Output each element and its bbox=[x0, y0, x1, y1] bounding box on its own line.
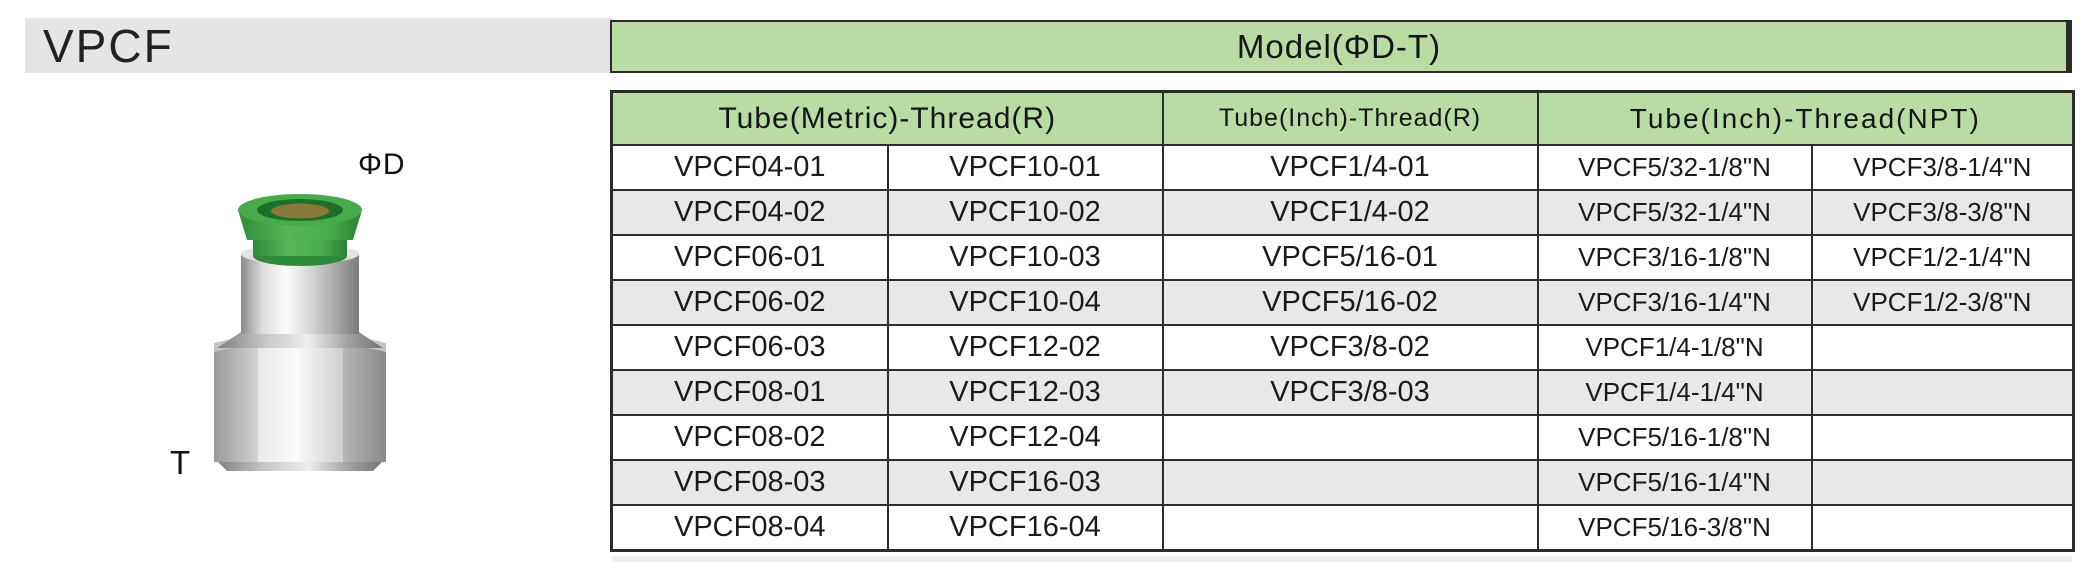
model-cell: VPCF1/2-3/8"N bbox=[1810, 279, 2075, 326]
model-cell bbox=[1161, 504, 1539, 552]
model-cell: VPCF16-04 bbox=[886, 504, 1164, 552]
model-cell: VPCF5/16-3/8"N bbox=[1536, 504, 1813, 552]
table-row: VPCF06-02 VPCF10-04 VPCF5/16-02 VPCF3/16-1/… bbox=[610, 279, 2075, 326]
model-cell: VPCF3/16-1/8"N bbox=[1536, 234, 1813, 281]
model-cell: VPCF06-03 bbox=[610, 324, 889, 371]
model-header-bar: Model(ΦD-T) bbox=[610, 20, 2072, 73]
model-cell: VPCF08-03 bbox=[610, 459, 889, 506]
table-row: VPCF08-04 VPCF16-04 VPCF5/16-3/8"N bbox=[610, 504, 2075, 552]
model-cell: VPCF1/4-01 bbox=[1161, 144, 1539, 191]
model-cell: VPCF08-01 bbox=[610, 369, 889, 416]
body-flare bbox=[217, 332, 383, 348]
column-header-inch-r: Tube(Inch)-Thread(R) bbox=[1161, 90, 1539, 146]
model-cell: VPCF5/16-1/4"N bbox=[1536, 459, 1813, 506]
hex-nut-left-facet bbox=[214, 348, 258, 462]
table-row: VPCF06-01 VPCF10-03 VPCF5/16-01 VPCF3/16-1/… bbox=[610, 234, 2075, 281]
model-cell: VPCF3/8-02 bbox=[1161, 324, 1539, 371]
model-cell: VPCF08-04 bbox=[610, 504, 889, 552]
model-cell: VPCF5/16-01 bbox=[1161, 234, 1539, 281]
model-cell: VPCF5/32-1/4"N bbox=[1536, 189, 1813, 236]
product-photo-vpcf-fitting bbox=[214, 194, 386, 471]
model-cell: VPCF08-02 bbox=[610, 414, 889, 461]
fitting-body bbox=[241, 254, 359, 334]
table-header-row: Tube(Metric)-Thread(R) Tube(Inch)-Thread… bbox=[610, 90, 2075, 146]
model-cell: VPCF10-03 bbox=[886, 234, 1164, 281]
hex-nut-bottom-bevel bbox=[216, 460, 384, 471]
column-header-metric-r: Tube(Metric)-Thread(R) bbox=[610, 90, 1164, 146]
table-row: VPCF08-01 VPCF12-03 VPCF3/8-03 VPCF1/4-1/4"… bbox=[610, 369, 2075, 416]
column-header-inch-npt: Tube(Inch)-Thread(NPT) bbox=[1536, 90, 2075, 146]
model-cell: VPCF1/2-1/4"N bbox=[1810, 234, 2075, 281]
model-header-label: Model(ΦD-T) bbox=[1236, 27, 1442, 65]
model-cell bbox=[1810, 324, 2075, 371]
model-cell: VPCF10-04 bbox=[886, 279, 1164, 326]
table-row: VPCF04-02 VPCF10-02 VPCF1/4-02 VPCF5/32-1/4… bbox=[610, 189, 2075, 236]
model-cell bbox=[1810, 504, 2075, 552]
parts-table: Tube(Metric)-Thread(R) Tube(Inch)-Thread… bbox=[610, 90, 2076, 552]
model-cell: VPCF10-02 bbox=[886, 189, 1164, 236]
model-cell: VPCF16-03 bbox=[886, 459, 1164, 506]
table-row: VPCF08-02 VPCF12-04 VPCF5/16-1/8"N bbox=[610, 414, 2075, 461]
model-cell: VPCF3/8-1/4"N bbox=[1810, 144, 2075, 191]
model-cell: VPCF5/32-1/8"N bbox=[1536, 144, 1813, 191]
thread-label: T bbox=[170, 444, 191, 481]
model-cell: VPCF3/8-03 bbox=[1161, 369, 1539, 416]
model-cell bbox=[1810, 414, 2075, 461]
table-row: VPCF08-03 VPCF16-03 VPCF5/16-1/4"N bbox=[610, 459, 2075, 506]
series-title-bar: VPCF bbox=[25, 18, 613, 73]
collet-hole bbox=[271, 203, 329, 219]
model-cell: VPCF06-01 bbox=[610, 234, 889, 281]
table-row: VPCF04-01 VPCF10-01 VPCF1/4-01 VPCF5/32-1/8… bbox=[610, 144, 2075, 191]
model-cell bbox=[1161, 459, 1539, 506]
model-cell: VPCF3/16-1/4"N bbox=[1536, 279, 1813, 326]
table-row: VPCF06-03 VPCF12-02 VPCF3/8-02 VPCF1/4-1/8"… bbox=[610, 324, 2075, 371]
model-cell: VPCF12-02 bbox=[886, 324, 1164, 371]
model-cell: VPCF1/4-1/8"N bbox=[1536, 324, 1813, 371]
model-cell: VPCF3/8-3/8"N bbox=[1810, 189, 2075, 236]
model-cell: VPCF5/16-02 bbox=[1161, 279, 1539, 326]
hex-nut-right-facet bbox=[343, 348, 386, 462]
parts-table-body: VPCF04-01 VPCF10-01 VPCF1/4-01 VPCF5/32-1/8… bbox=[610, 144, 2075, 552]
model-cell: VPCF04-02 bbox=[610, 189, 889, 236]
model-cell: VPCF10-01 bbox=[886, 144, 1164, 191]
page-title: VPCF bbox=[43, 19, 174, 72]
model-cell: VPCF5/16-1/8"N bbox=[1536, 414, 1813, 461]
model-cell: VPCF1/4-02 bbox=[1161, 189, 1539, 236]
model-cell: VPCF12-03 bbox=[886, 369, 1164, 416]
model-cell: VPCF04-01 bbox=[610, 144, 889, 191]
cutoff-section-strip bbox=[612, 556, 2072, 562]
hex-nut-center-facet bbox=[258, 348, 343, 462]
model-cell bbox=[1810, 369, 2075, 416]
model-cell: VPCF12-04 bbox=[886, 414, 1164, 461]
model-cell bbox=[1810, 459, 2075, 506]
tube-diameter-label: ΦD bbox=[358, 148, 406, 181]
model-cell: VPCF1/4-1/4"N bbox=[1536, 369, 1813, 416]
model-cell: VPCF06-02 bbox=[610, 279, 889, 326]
model-cell bbox=[1161, 414, 1539, 461]
